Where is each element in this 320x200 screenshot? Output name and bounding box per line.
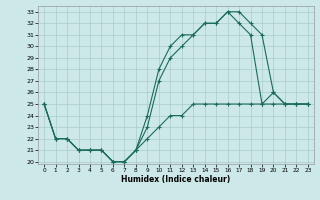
X-axis label: Humidex (Indice chaleur): Humidex (Indice chaleur)	[121, 175, 231, 184]
